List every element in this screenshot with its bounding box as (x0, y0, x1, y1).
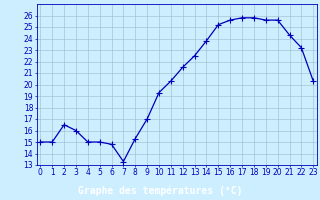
Text: Graphe des températures (°C): Graphe des températures (°C) (78, 185, 242, 196)
